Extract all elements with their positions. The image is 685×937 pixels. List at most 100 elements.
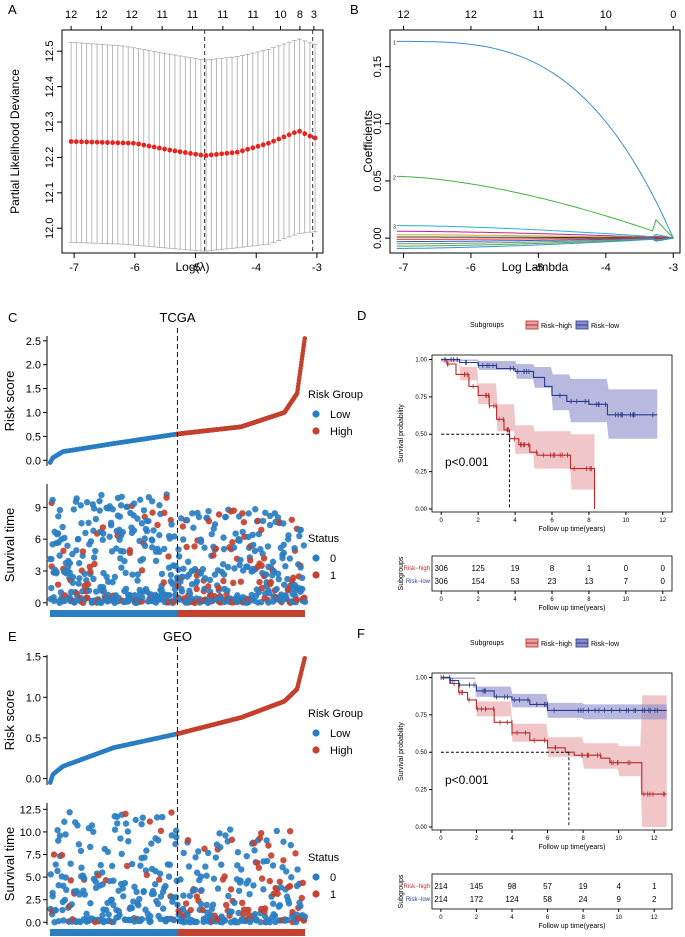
survival-point-c (269, 558, 277, 566)
survival-point-c (77, 502, 84, 509)
risk-table-cell-d: 125 (471, 564, 485, 573)
survival-point-c (178, 588, 186, 595)
survival-point-e (66, 809, 73, 816)
survival-point-c (239, 510, 246, 517)
deviance-point-a (281, 134, 287, 140)
risk-table-x-tick-label-d: 12 (659, 597, 666, 603)
top-axis-label-b: 0 (670, 9, 676, 21)
deviance-point-a (68, 139, 74, 144)
survival-point-c (143, 527, 151, 535)
km-pvalue-d: p<0.001 (445, 455, 489, 469)
survival-point-c (240, 518, 248, 526)
survival-point-e (214, 885, 222, 892)
survival-point-e (136, 895, 143, 903)
coef-path-b (396, 236, 674, 239)
survival-point-c (258, 562, 265, 569)
survival-point-e (108, 896, 115, 903)
survival-point-e (234, 849, 242, 856)
risk-table-x-tick-label-d: 10 (623, 597, 630, 603)
survival-point-e (269, 862, 277, 869)
status-legend-title-e: Status (308, 852, 340, 864)
survival-point-c (87, 538, 95, 545)
survival-point-c (138, 567, 146, 574)
deviance-point-a (125, 140, 131, 146)
top-axis-label-a: 11 (247, 9, 258, 21)
survival-point-e (123, 862, 131, 870)
survival-point-e (263, 837, 270, 844)
survival-point-c (56, 552, 63, 559)
survival-point-e (62, 874, 69, 881)
top-axis-label-a: 12 (126, 9, 138, 21)
surv-y-tick-label-e: 7.5 (26, 850, 41, 862)
survival-point-c (179, 523, 187, 530)
panel-label-f: F (357, 626, 365, 641)
survival-point-e (104, 848, 112, 856)
survival-point-c (167, 571, 175, 579)
survival-point-c (87, 568, 94, 575)
survival-point-c (254, 517, 262, 525)
survival-point-e (238, 866, 245, 873)
risk-table-cell-d: 0 (661, 564, 666, 573)
survival-point-c (237, 578, 245, 585)
survival-point-c (250, 541, 257, 549)
risk-table-cell-f: 2 (652, 895, 657, 904)
risk-table-cell-f: 124 (505, 895, 519, 904)
survival-point-c (130, 500, 138, 507)
survival-point-e (67, 860, 74, 867)
risk-table-cell-f: 58 (543, 895, 552, 904)
risk-legend-label-low-e: Low (330, 728, 350, 740)
survival-point-c (180, 536, 187, 543)
risk-table-x-tick-label-d: 2 (476, 597, 480, 603)
survival-point-e (180, 849, 187, 857)
survival-point-c (224, 563, 232, 571)
survival-point-e (122, 810, 129, 818)
survival-point-c (156, 531, 163, 539)
survival-point-e (217, 843, 224, 851)
survival-point-c (266, 512, 274, 520)
deviance-point-a (89, 139, 95, 145)
deviance-point-a (136, 141, 141, 147)
survival-point-e (120, 893, 127, 900)
survival-point-e (170, 916, 178, 924)
survival-point-c (55, 513, 62, 520)
survival-point-e (110, 901, 117, 909)
survival-point-c (134, 577, 141, 584)
risk-table-cell-d: 7 (624, 577, 629, 586)
survival-point-c (145, 517, 152, 525)
survival-point-c (48, 555, 55, 563)
km-ci-band-d (441, 359, 658, 439)
deviance-point-a (203, 153, 209, 158)
survival-point-e (251, 847, 258, 854)
survival-point-e (156, 870, 164, 877)
survival-point-c (75, 580, 82, 587)
survival-point-e (212, 854, 220, 861)
survival-point-c (156, 502, 163, 509)
top-axis-label-a: 11 (217, 9, 228, 21)
survival-point-e (239, 899, 246, 907)
surv-y-title-e: Survival time (2, 827, 17, 901)
survival-point-c (205, 517, 213, 525)
survival-point-e (273, 827, 280, 835)
survival-point-e (193, 918, 200, 926)
survival-point-e (192, 854, 199, 861)
survival-point-e (253, 859, 261, 867)
survival-point-c (179, 573, 186, 580)
survival-point-c (205, 583, 212, 590)
survival-point-e (225, 892, 232, 900)
survival-point-c (69, 579, 77, 586)
survival-point-e (63, 886, 70, 894)
top-axis-label-a: 11 (156, 9, 167, 21)
surv-y-tick-label-e: 12.5 (20, 804, 41, 816)
survival-point-e (185, 863, 193, 870)
risk-table-cell-f: 145 (470, 882, 484, 891)
survival-point-e (177, 876, 184, 883)
top-axis-label-b: 12 (397, 9, 409, 21)
survival-point-c (259, 517, 267, 525)
deviance-point-a (73, 139, 79, 145)
survival-point-e (121, 879, 129, 887)
survival-point-e (61, 818, 68, 825)
survival-point-c (106, 533, 113, 540)
deviance-point-a (84, 139, 90, 145)
survival-point-c (224, 587, 231, 594)
survival-point-e (251, 911, 259, 918)
